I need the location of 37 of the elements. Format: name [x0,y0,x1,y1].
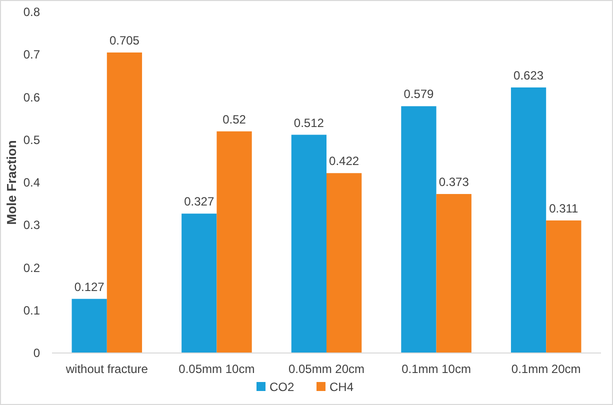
y-tick-label: 0 [33,346,40,360]
data-label: 0.127 [74,280,105,294]
y-axis-title: Mole Fraction [4,140,19,225]
x-tick-label: 0.1mm 20cm [511,362,581,376]
data-label: 0.705 [109,33,140,48]
x-tick-label: without fracture [64,362,148,376]
bar [216,131,252,353]
y-tick-label: 0.6 [23,90,40,104]
data-label: 0.623 [514,68,544,82]
bar [182,214,217,353]
bar [401,106,436,353]
data-label: 0.373 [438,175,470,190]
x-tick-label: 0.1mm 10cm [402,362,471,376]
bar [546,220,582,353]
bar [72,298,107,353]
data-label: 0.327 [184,194,214,209]
legend-label: CH4 [330,380,354,394]
bar [436,194,472,353]
legend-label: CO2 [270,380,294,394]
bar [510,87,546,353]
bar [326,173,362,353]
data-label: 0.512 [294,116,324,130]
y-tick-label: 0.7 [23,48,40,62]
y-tick-label: 0.3 [23,218,40,232]
x-tick-label: 0.05mm 10cm [178,362,255,376]
y-tick-label: 0.5 [23,132,40,147]
bar [291,134,326,353]
y-tick-label: 0.2 [23,260,40,275]
y-tick-label: 0.1 [23,303,40,318]
data-label: 0.579 [404,87,434,102]
data-label: 0.311 [549,201,579,216]
y-tick-label: 0.8 [23,5,40,19]
data-label: 0.52 [222,112,246,126]
x-tick-label: 0.05mm 20cm [288,362,365,376]
bar [106,52,142,353]
data-label: 0.422 [329,154,360,168]
y-tick-label: 0.4 [23,176,40,190]
